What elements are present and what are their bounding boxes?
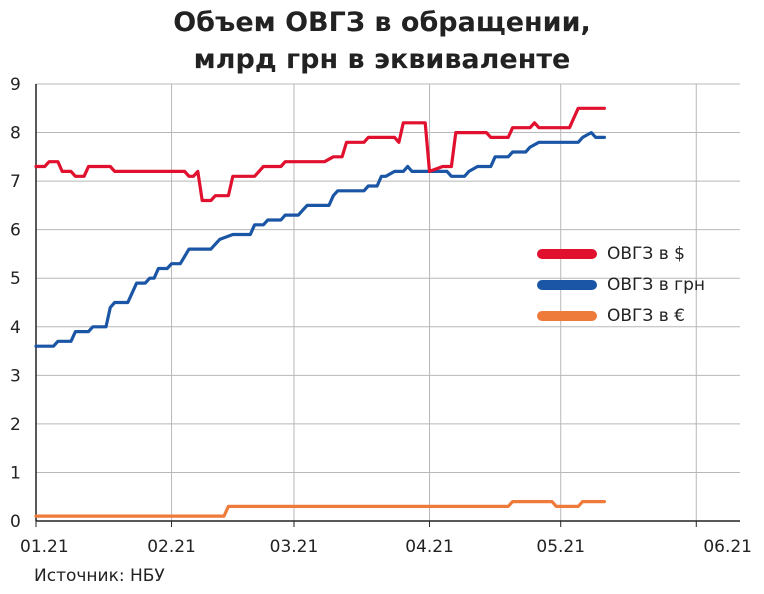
y-tick-label: 7 — [10, 172, 21, 192]
legend-item-uah: ОВГЗ в грн — [537, 269, 705, 300]
series-line-2 — [34, 500, 607, 518]
y-tick-label: 4 — [10, 318, 21, 338]
y-tick-label: 9 — [10, 75, 21, 95]
legend-item-usd: ОВГЗ в $ — [537, 238, 705, 269]
y-tick-label: 2 — [10, 415, 21, 435]
chart-axes — [35, 84, 740, 527]
y-tick-label: 5 — [10, 269, 21, 289]
x-tick-label: 06.21 — [703, 537, 752, 557]
chart-lines — [34, 106, 607, 518]
legend-label-usd: ОВГЗ в $ — [607, 243, 685, 264]
chart-title-line2: млрд грн в эквиваленте — [193, 44, 571, 75]
y-tick-label: 3 — [10, 366, 21, 386]
y-tick-label: 1 — [10, 463, 21, 483]
series-line-1 — [34, 131, 607, 348]
series-line-0 — [34, 106, 607, 203]
x-tick-label: 04.21 — [405, 537, 454, 557]
x-tick-label: 05.21 — [536, 537, 585, 557]
legend-swatch-usd — [537, 248, 597, 259]
chart-legend: ОВГЗ в $ ОВГЗ в грн ОВГЗ в € — [537, 238, 705, 331]
legend-swatch-eur — [537, 310, 597, 321]
y-tick-label: 6 — [10, 221, 21, 241]
legend-item-eur: ОВГЗ в € — [537, 300, 705, 331]
y-tick-label: 0 — [10, 512, 21, 532]
chart-title-line1: Объем ОВГЗ в обращении, — [173, 7, 591, 38]
x-tick-label: 03.21 — [270, 537, 319, 557]
chart-tick-labels: 0 1 2 3 4 5 6 7 8 9 01.21 02.21 03.21 04.21 05.21 06.21 — [10, 75, 752, 557]
legend-swatch-uah — [537, 279, 597, 290]
legend-label-eur: ОВГЗ в € — [607, 305, 685, 326]
x-tick-label: 01.21 — [20, 537, 69, 557]
legend-label-uah: ОВГЗ в грн — [607, 274, 705, 295]
x-tick-label: 02.21 — [147, 537, 196, 557]
y-tick-label: 8 — [10, 124, 21, 144]
source-note: Источник: НБУ — [34, 566, 165, 586]
chart-title: Объем ОВГЗ в обращении, млрд грн в эквив… — [0, 4, 764, 78]
